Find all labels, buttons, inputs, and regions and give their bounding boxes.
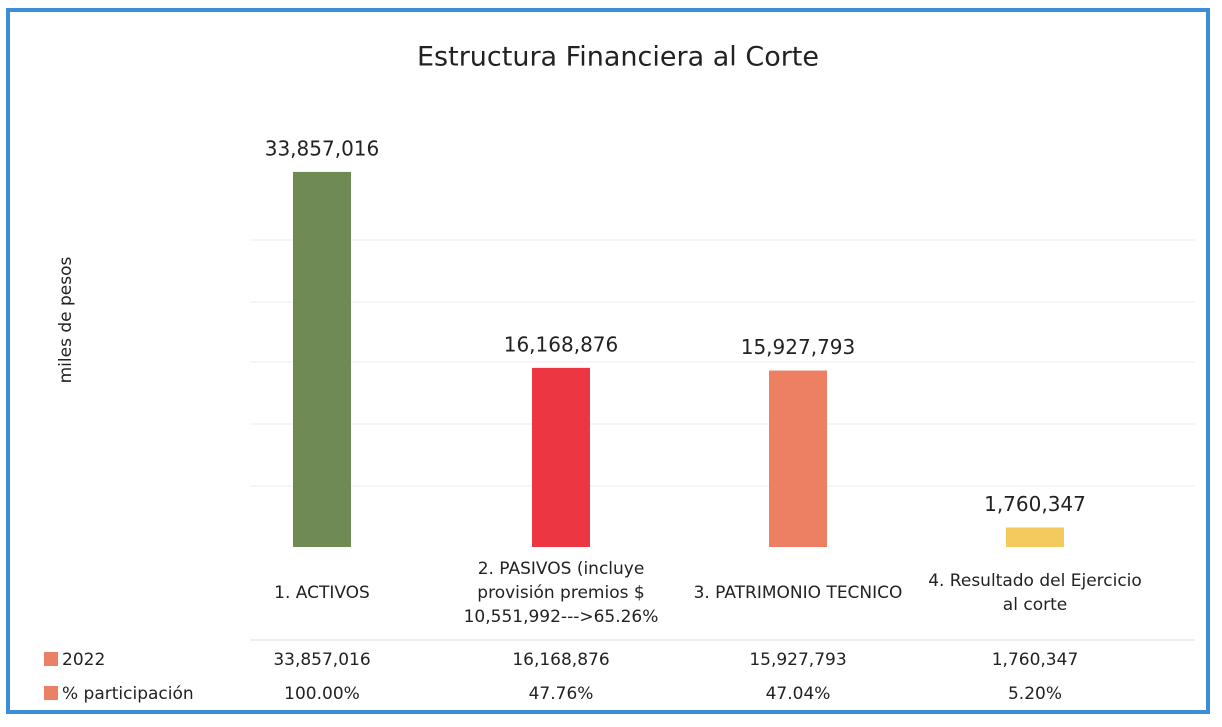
bar (293, 171, 351, 547)
legend-entry: 2022 (44, 650, 105, 670)
category-label: 2. PASIVOS (incluye provisión premios $ … (463, 559, 659, 627)
table-cell: 5.20% (1007, 684, 1063, 704)
legend-text: 2022 (62, 650, 106, 670)
data-label: 16,168,876 (504, 332, 619, 356)
chart-title: Estructura Financiera al Corte (417, 42, 819, 73)
data-label: 1,760,347 (984, 492, 1086, 516)
table-cell: 15,927,793 (749, 650, 847, 670)
table-cell: 47.76% (528, 684, 594, 704)
table-cell: 1,760,347 (991, 650, 1079, 670)
table-cell: 33,857,016 (273, 650, 371, 670)
table-cell: 100.00% (284, 684, 360, 704)
table-cell: 16,168,876 (512, 650, 610, 670)
table-cell: 47.04% (765, 684, 831, 704)
data-label: 33,857,016 (265, 136, 380, 160)
category-label: 3. PATRIMONIO TECNICO (693, 583, 903, 603)
legend-key (44, 686, 58, 700)
category-label: 1. ACTIVOS (274, 583, 370, 603)
category-label: 4. Resultado del Ejercicio al corte (928, 571, 1142, 615)
frame (6, 8, 1210, 714)
y-axis-label: miles de pesos (56, 256, 76, 383)
data-label: 15,927,793 (741, 335, 856, 359)
bar (1006, 527, 1064, 547)
bar (769, 370, 827, 547)
legend-text: % participación (62, 684, 194, 704)
bar (532, 367, 590, 547)
legend-key (44, 652, 58, 666)
legend-entry: % participación (44, 684, 194, 704)
